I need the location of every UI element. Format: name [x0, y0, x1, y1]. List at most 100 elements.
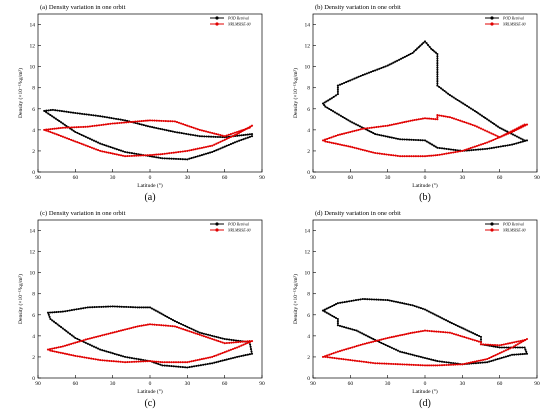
data-point [360, 360, 363, 363]
data-point [129, 306, 132, 309]
data-point [125, 121, 128, 124]
data-point [347, 145, 350, 148]
data-point [403, 302, 406, 305]
data-point [328, 141, 331, 144]
data-point [366, 298, 369, 301]
data-point [92, 345, 96, 348]
data-point [84, 306, 87, 309]
data-point [144, 323, 147, 327]
data-point [488, 131, 491, 134]
data-point [45, 109, 48, 112]
data-point [97, 149, 100, 152]
data-point [452, 96, 455, 99]
data-point [117, 330, 120, 333]
data-point [121, 360, 124, 364]
data-point [506, 144, 509, 147]
data-point [155, 153, 158, 156]
data-point [128, 327, 131, 330]
data-point [324, 138, 327, 141]
data-point [455, 118, 458, 121]
y-tick-label: 2 [32, 355, 35, 361]
data-point [78, 338, 81, 341]
data-point [61, 310, 64, 313]
data-point [93, 124, 96, 127]
data-point [83, 356, 86, 359]
data-point [146, 154, 149, 157]
data-point [386, 344, 389, 347]
data-point [523, 346, 526, 349]
data-point [454, 363, 457, 366]
data-point [56, 109, 59, 112]
data-point [426, 117, 429, 120]
data-point [378, 67, 381, 70]
x-tick-label: 0 [424, 381, 427, 387]
data-point [204, 130, 208, 133]
series-pod [46, 305, 254, 369]
data-point [186, 361, 189, 364]
data-point [225, 338, 228, 341]
data-point [202, 335, 205, 338]
data-point [470, 149, 473, 152]
data-point [430, 154, 433, 157]
data-point [249, 348, 253, 351]
data-point [334, 94, 337, 97]
data-point [433, 50, 436, 53]
data-point [472, 148, 475, 152]
data-point [438, 153, 441, 156]
data-point [482, 128, 485, 131]
data-point [384, 135, 387, 138]
series-pod [321, 40, 529, 152]
data-point [396, 349, 400, 352]
data-point [378, 339, 381, 342]
data-point [158, 311, 161, 314]
data-point [380, 152, 384, 155]
data-point [324, 105, 327, 108]
data-point [341, 301, 344, 304]
data-point [219, 135, 222, 139]
data-point [135, 357, 138, 360]
data-point [340, 349, 344, 352]
data-point [163, 364, 166, 367]
data-point [168, 152, 171, 155]
data-point [113, 122, 116, 125]
data-point [500, 135, 503, 138]
data-point [502, 128, 505, 131]
data-point [326, 354, 329, 357]
data-point [115, 117, 118, 120]
data-point [126, 327, 129, 331]
data-point [500, 346, 503, 349]
data-point [355, 329, 358, 332]
data-point [214, 135, 217, 138]
data-point [345, 118, 348, 121]
data-point [91, 306, 94, 309]
data-point [70, 126, 73, 129]
data-point [500, 343, 503, 346]
y-tick-label: 2 [307, 355, 310, 361]
data-point [467, 106, 471, 109]
data-point [524, 348, 527, 351]
data-point [153, 119, 156, 122]
data-point [517, 136, 520, 139]
data-point [343, 144, 346, 147]
data-point [519, 141, 522, 144]
data-point [165, 129, 168, 132]
data-point [146, 119, 149, 122]
data-point [229, 357, 232, 360]
panel-caption: (d) [419, 398, 431, 409]
plot-frame [37, 13, 263, 173]
data-point [151, 126, 154, 129]
data-point [88, 145, 91, 149]
data-point [130, 152, 133, 155]
data-point [75, 308, 78, 311]
data-point [472, 332, 475, 335]
data-point [167, 120, 170, 123]
data-point [213, 335, 216, 338]
data-point [368, 336, 371, 339]
data-point [384, 124, 387, 127]
data-point [184, 328, 187, 331]
data-point [196, 330, 199, 333]
data-point [326, 356, 329, 359]
data-point [53, 127, 56, 130]
data-point [323, 101, 326, 104]
data-point [53, 347, 56, 350]
